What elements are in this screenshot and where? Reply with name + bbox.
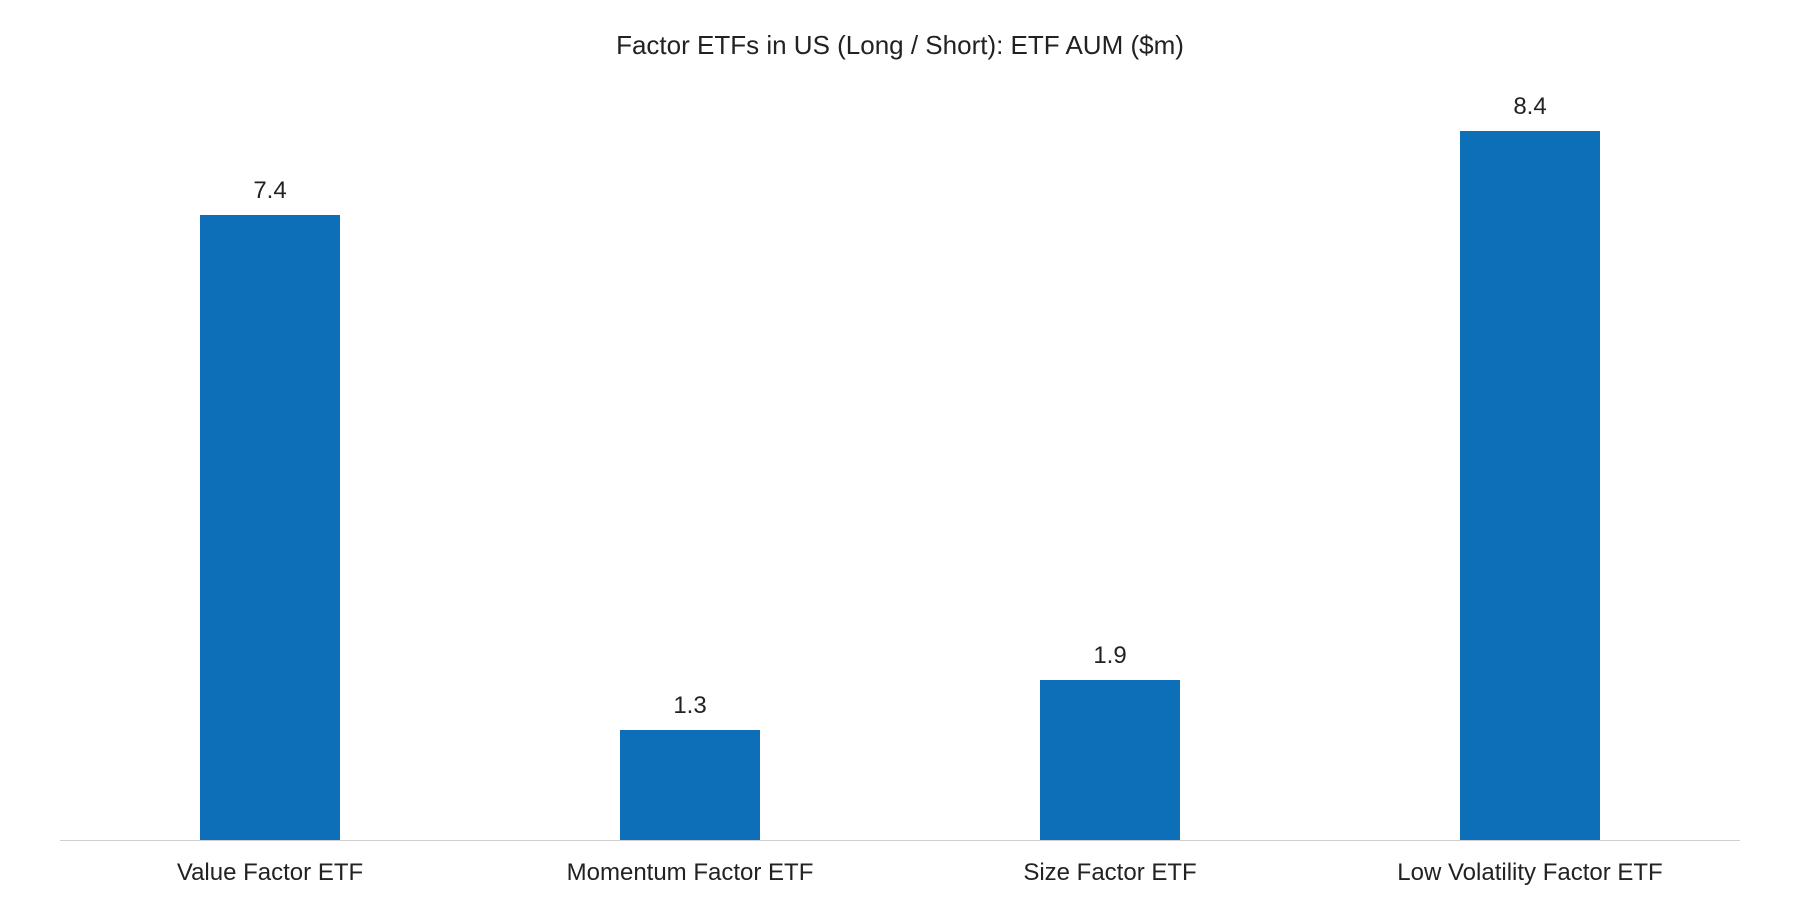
bar-group: 1.3: [480, 81, 900, 840]
bar-group: 1.9: [900, 81, 1320, 840]
bar: [1040, 680, 1180, 840]
bar: [620, 730, 760, 840]
x-axis-label: Value Factor ETF: [60, 859, 480, 887]
plot-area: 7.4 1.3 1.9 8.4: [60, 81, 1740, 841]
x-axis-label: Momentum Factor ETF: [480, 859, 900, 887]
chart-container: Factor ETFs in US (Long / Short): ETF AU…: [0, 0, 1800, 900]
x-axis-label: Low Volatility Factor ETF: [1320, 859, 1740, 887]
chart-title: Factor ETFs in US (Long / Short): ETF AU…: [60, 30, 1740, 61]
bar-value-label: 7.4: [253, 177, 286, 205]
x-axis-labels: Value Factor ETF Momentum Factor ETF Siz…: [60, 859, 1740, 887]
bar-group: 7.4: [60, 81, 480, 840]
x-axis-label: Size Factor ETF: [900, 859, 1320, 887]
bar-group: 8.4: [1320, 81, 1740, 840]
bar-value-label: 8.4: [1513, 93, 1546, 121]
bars-wrapper: 7.4 1.3 1.9 8.4: [60, 81, 1740, 840]
bar: [200, 215, 340, 840]
bar-value-label: 1.9: [1093, 642, 1126, 670]
bar-value-label: 1.3: [673, 692, 706, 720]
bar: [1460, 131, 1600, 840]
